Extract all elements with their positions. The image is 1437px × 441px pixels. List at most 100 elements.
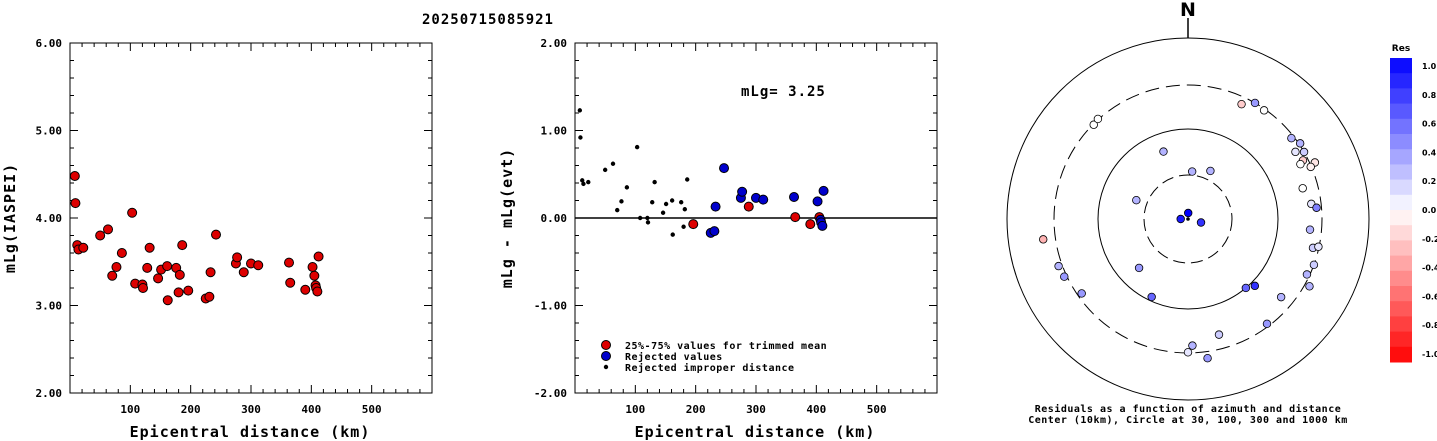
left-data-point <box>204 291 215 302</box>
left-data-point <box>232 252 243 263</box>
legend-label-used: 25%-75% values for trimmed mean <box>625 340 827 352</box>
mid-point-rejected <box>758 194 769 205</box>
mid-point-used <box>790 212 801 223</box>
mid-point-improper <box>581 181 586 187</box>
left-data-point <box>142 262 153 273</box>
colorbar-segment <box>1390 270 1412 287</box>
mid-point-improper <box>685 177 690 182</box>
mid-point-improper <box>578 135 583 140</box>
polar-station-point <box>1077 289 1086 298</box>
mid-point-improper <box>681 224 686 229</box>
left-data-point <box>127 207 138 218</box>
mid-point-rejected <box>709 226 720 237</box>
left-data-points <box>69 171 324 306</box>
polar-station-point <box>1259 106 1269 115</box>
mid-y-axis-label: mLg - mLg(evt) <box>498 148 516 288</box>
left-ytick-label: 4.00 <box>36 212 63 225</box>
left-data-point <box>284 257 295 268</box>
polar-station-point <box>1314 242 1323 251</box>
mid-ytick-label: 0.00 <box>541 212 568 225</box>
legend-marker-rejected <box>601 351 611 361</box>
polar-station-point <box>1196 218 1206 227</box>
left-plot-frame <box>69 42 433 394</box>
left-data-point <box>300 284 311 295</box>
left-data-point <box>312 286 323 297</box>
mid-point-rejected <box>789 192 800 202</box>
polar-station-point <box>1184 208 1193 218</box>
ring-1000km <box>1006 37 1370 401</box>
polar-station-point <box>1093 114 1103 124</box>
polar-station-point <box>1203 354 1212 363</box>
polar-station-point <box>1039 235 1048 244</box>
colorbar-label: 0.6 <box>1422 120 1437 129</box>
colorbar-segment <box>1390 286 1412 302</box>
colorbar-segment <box>1390 301 1412 317</box>
left-ytick-label: 6.00 <box>36 37 63 50</box>
polar-station-point <box>1206 166 1215 176</box>
legend-marker-improper <box>603 364 609 370</box>
mid-point-improper <box>678 200 684 205</box>
polar-station-point <box>1054 261 1063 271</box>
left-data-point <box>107 270 118 281</box>
left-data-point <box>103 224 114 235</box>
left-data-point <box>153 273 164 284</box>
polar-station-point <box>1176 214 1185 224</box>
polar-station-point <box>1060 272 1069 281</box>
colorbar-label: -0.6 <box>1422 292 1437 301</box>
epicenter-marker <box>1186 217 1190 221</box>
colorbar-label: -1.0 <box>1422 350 1437 359</box>
left-data-point <box>116 248 127 258</box>
colorbar-label: 0.0 <box>1422 206 1437 215</box>
polar-station-point <box>1276 292 1286 302</box>
polar-station-point <box>1147 292 1156 302</box>
left-axis-ticks: 100 200 300 400 500 2.00 3.00 4.00 5.00 6.00 <box>36 37 433 416</box>
mid-point-improper <box>634 144 640 150</box>
left-data-point <box>173 287 184 298</box>
mid-point-improper <box>669 198 675 203</box>
polar-station-point <box>1183 348 1193 357</box>
colorbar-segment <box>1390 316 1412 333</box>
polar-caption-2: Center (10km), Circle at 30, 100, 300 an… <box>1028 414 1348 426</box>
left-x-axis-label: Epicentral distance (km) <box>130 423 371 441</box>
mid-point-improper <box>663 201 669 207</box>
mid-point-used <box>805 219 816 230</box>
legend: 25%-75% values for trimmed mean Rejected… <box>601 340 827 374</box>
mid-point-improper <box>615 207 620 213</box>
colorbar-segment <box>1390 240 1412 257</box>
polar-station-points <box>1039 98 1323 363</box>
polar-station-point <box>1305 225 1315 234</box>
left-data-point <box>313 251 324 262</box>
colorbar-segment <box>1390 255 1412 272</box>
legend-marker-used <box>601 340 611 350</box>
polar-station-point <box>1237 99 1246 109</box>
colorbar-segment <box>1390 73 1412 89</box>
polar-station-point <box>1134 263 1144 273</box>
polar-station-point <box>1295 139 1305 148</box>
colorbar-segment <box>1390 103 1412 120</box>
polar-station-point <box>1250 281 1260 291</box>
left-data-point <box>162 261 173 272</box>
colorbar-label: 0.8 <box>1422 91 1437 100</box>
colorbar-segment <box>1390 134 1412 150</box>
left-data-point <box>205 267 216 278</box>
colorbar-label: 0.2 <box>1422 177 1436 186</box>
left-data-point <box>309 270 320 281</box>
colorbar-segment <box>1390 179 1412 196</box>
colorbar: 1.0 0.8 0.6 0.4 0.2 0.0 -0.2 -0.4 -0.6 -0.8 -1.0 <box>1390 58 1437 363</box>
left-data-point <box>285 277 296 288</box>
polar-station-point <box>1188 341 1197 350</box>
left-data-point <box>253 260 264 271</box>
mid-point-rejected <box>812 196 823 207</box>
mid-point-rejected <box>719 163 730 174</box>
left-data-point <box>174 269 185 280</box>
colorbar-segment <box>1390 149 1412 165</box>
polar-station-point <box>1241 283 1251 293</box>
colorbar-segment <box>1390 225 1412 241</box>
mid-point-improper <box>610 161 616 166</box>
mid-xtick-label: 400 <box>806 403 826 416</box>
colorbar-segment <box>1390 346 1412 363</box>
left-xtick-label: 200 <box>181 403 201 416</box>
colorbar-label: -0.8 <box>1422 321 1437 330</box>
left-data-point <box>162 295 173 306</box>
